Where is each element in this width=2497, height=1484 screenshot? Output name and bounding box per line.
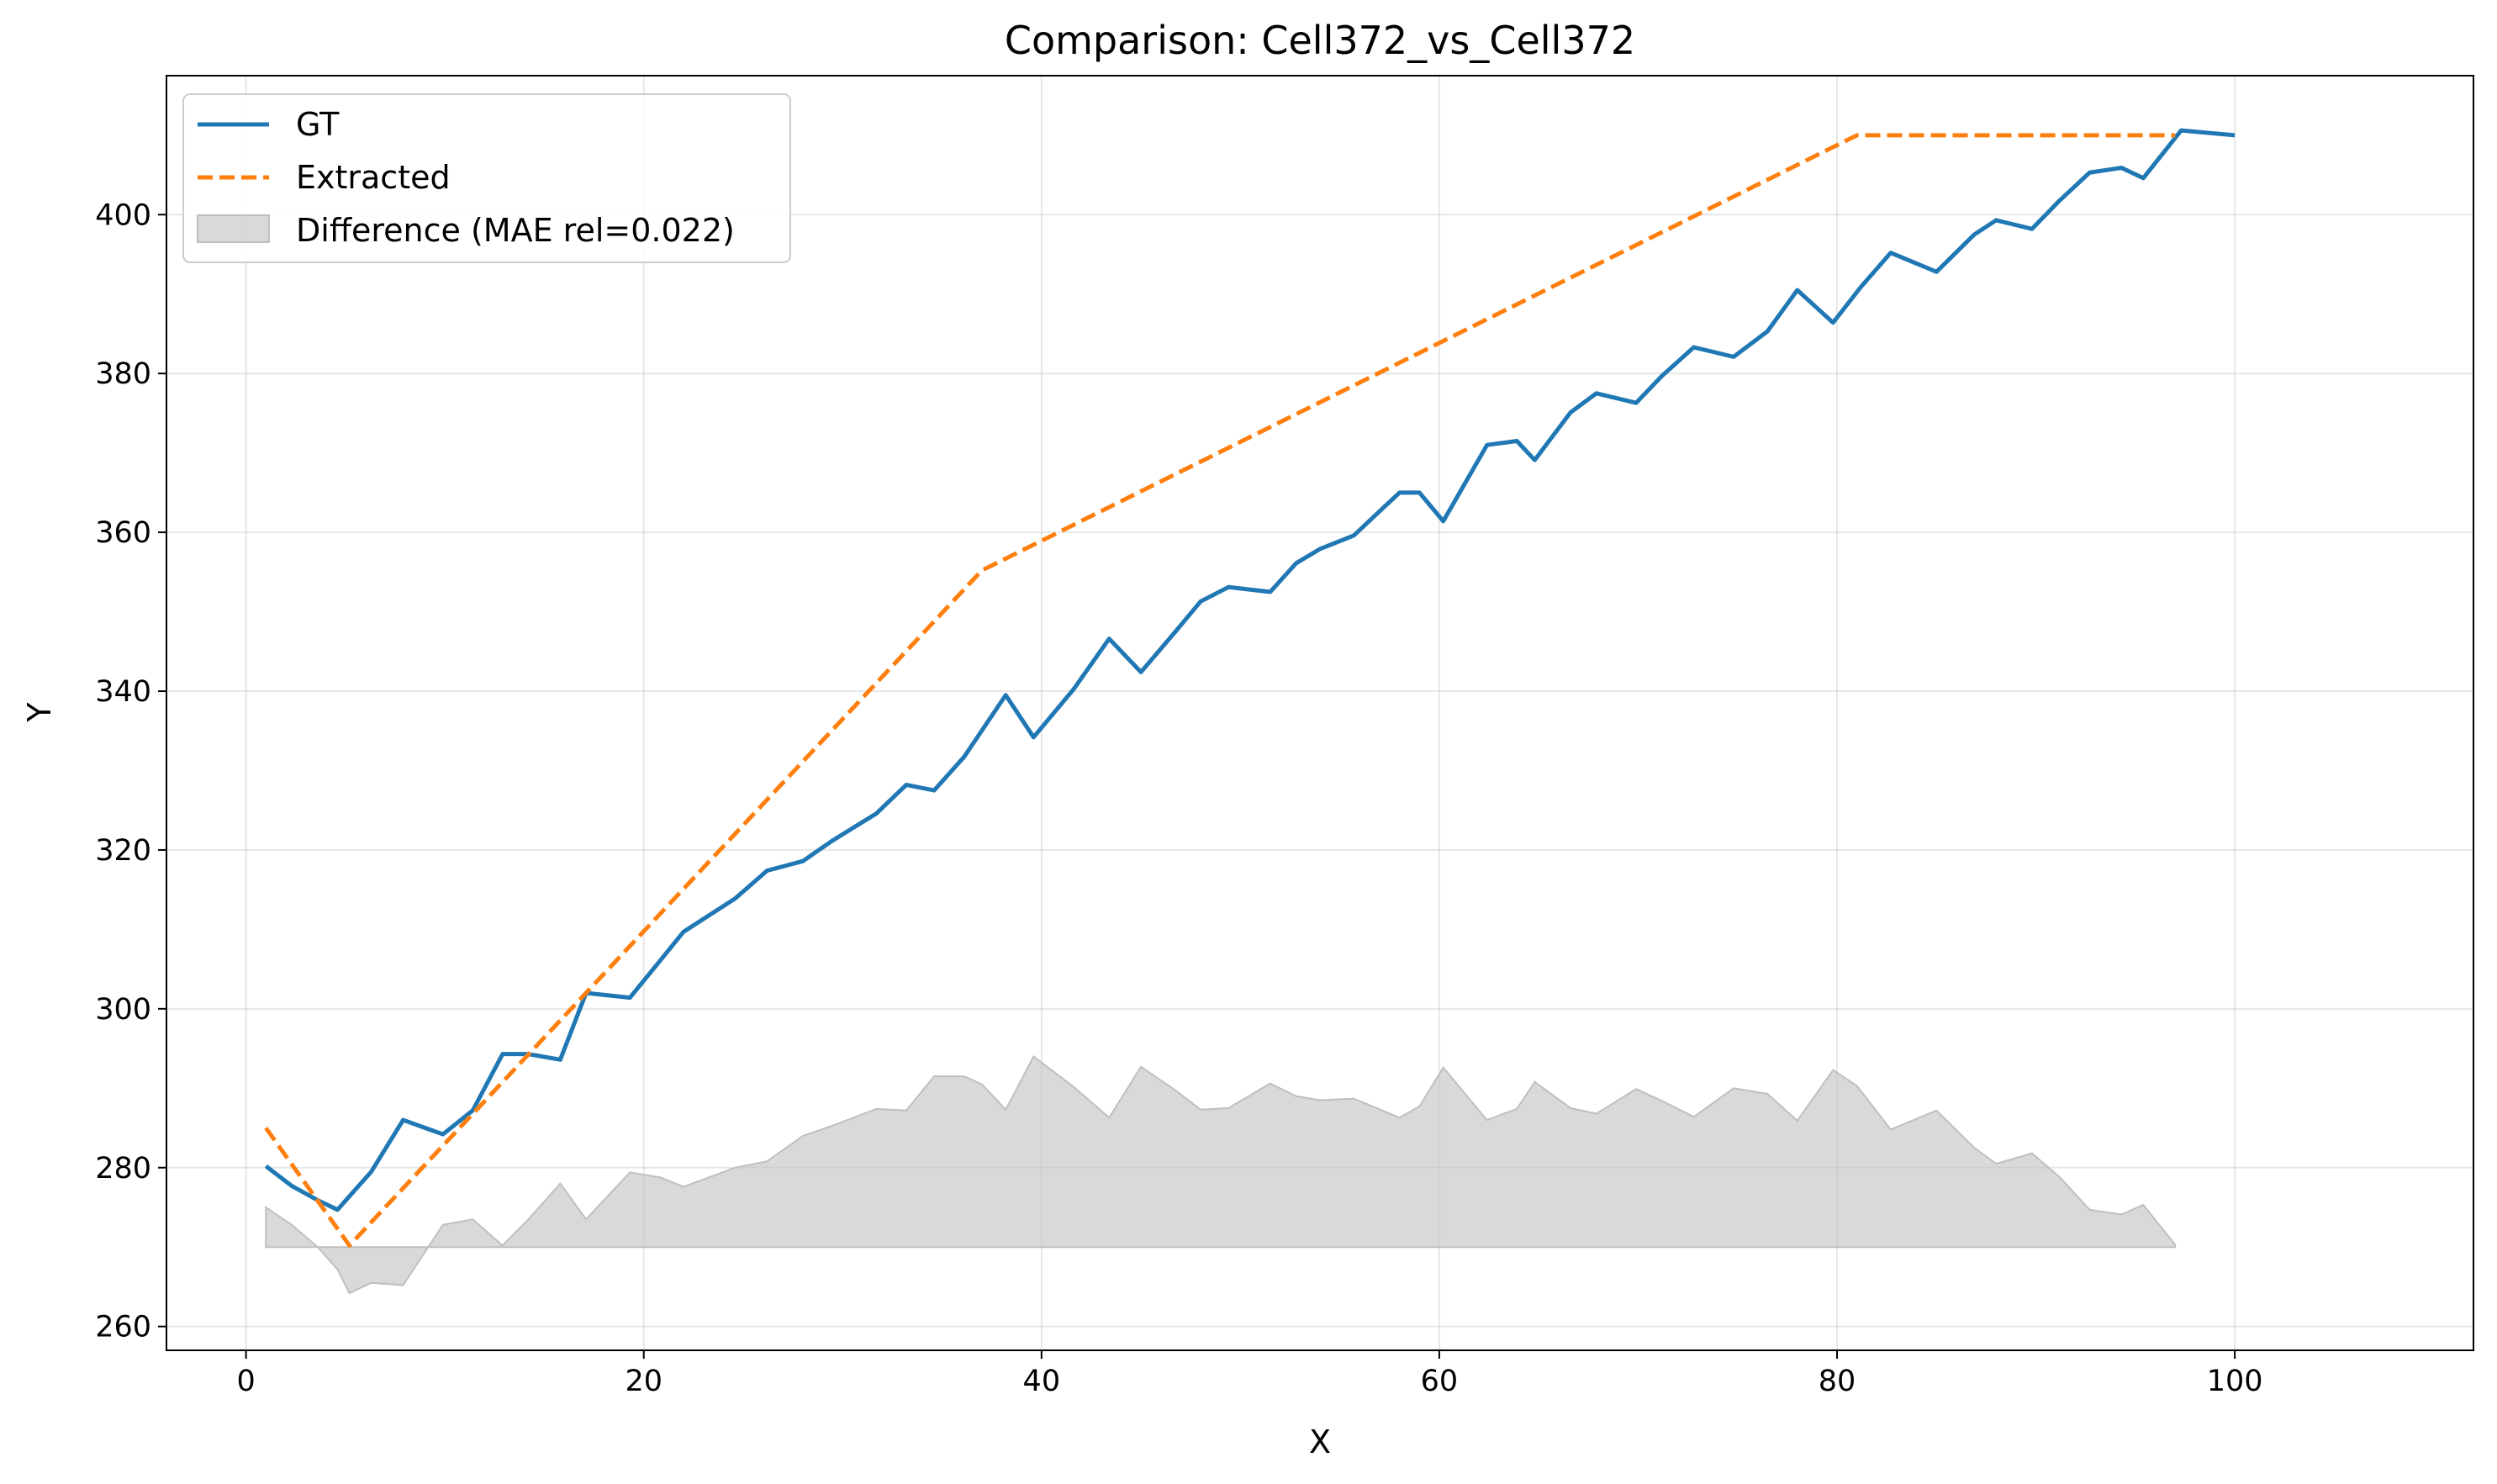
series-lines-layer (264, 128, 2236, 1248)
x-tick-label: 40 (1023, 1365, 1061, 1398)
legend: GT Extracted Difference (MAE rel=0.022) (182, 93, 791, 263)
legend-label-gt: GT (296, 106, 340, 143)
x-tick-label: 0 (236, 1365, 255, 1398)
axis-ticks: 0 20 40 60 80 100 260 280 300 320 340 360 380 400 (95, 198, 2262, 1398)
y-tick-label: 400 (95, 198, 151, 232)
chart-title: Comparison: Cell372_vs_Cell372 (1005, 18, 1635, 63)
difference-area (265, 1055, 2177, 1295)
grid-lines (166, 76, 2473, 1350)
y-tick-label: 260 (95, 1311, 151, 1344)
plot-frame (166, 75, 2474, 1351)
difference-area-layer (265, 1055, 2177, 1295)
x-axis-label: X (1309, 1423, 1331, 1460)
y-axis-label: Y (21, 702, 58, 723)
x-tick-label: 60 (1421, 1365, 1459, 1398)
y-tick-label: 300 (95, 993, 151, 1027)
legend-box (182, 93, 791, 263)
x-tick-label: 80 (1819, 1365, 1856, 1398)
legend-label-extracted: Extracted (296, 159, 451, 196)
legend-label-difference: Difference (MAE rel=0.022) (296, 212, 735, 249)
y-tick-label: 280 (95, 1152, 151, 1186)
x-tick-label: 20 (625, 1365, 663, 1398)
y-tick-label: 360 (95, 516, 151, 550)
y-tick-label: 340 (95, 675, 151, 709)
y-tick-label: 380 (95, 357, 151, 391)
y-tick-label: 320 (95, 834, 151, 868)
x-tick-label: 100 (2207, 1365, 2263, 1398)
legend-swatch-difference (197, 214, 270, 243)
gt-line (264, 128, 2236, 1212)
extracted-line (264, 133, 2176, 1248)
